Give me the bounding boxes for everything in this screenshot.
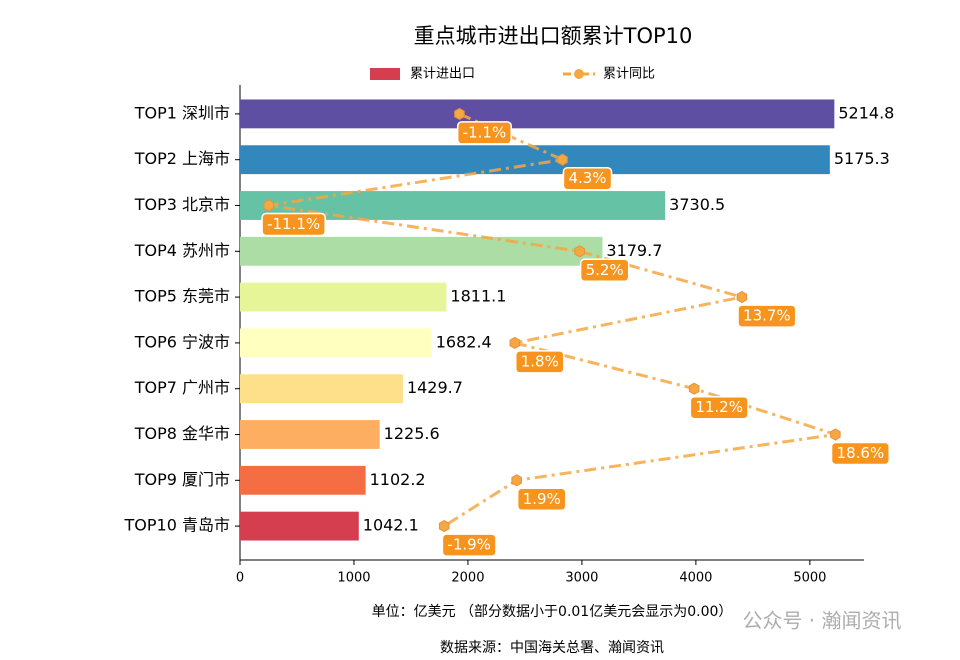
label-box <box>456 121 512 145</box>
line-value-text: -11.1% <box>267 215 320 233</box>
bar <box>240 145 830 175</box>
y-tick-label: TOP4 苏州市 <box>134 241 230 260</box>
label-box <box>514 350 565 374</box>
line-marker <box>557 153 568 166</box>
label-box <box>579 258 630 283</box>
bar <box>240 420 380 449</box>
y-tick-label: TOP10 青岛市 <box>124 516 230 535</box>
bar <box>240 99 835 129</box>
line-marker <box>830 428 841 441</box>
legend-marker <box>574 69 584 79</box>
line-value-label: 13.7% <box>737 304 797 328</box>
y-tick-label: TOP8 金华市 <box>134 424 230 443</box>
source-note: 数据来源：中国海关总署、瀚闻资讯 <box>440 640 664 656</box>
label-box <box>830 441 890 466</box>
legend-label: 累计进出口 <box>410 67 475 82</box>
line-marker <box>509 336 521 349</box>
x-tick-label: 5000 <box>793 571 826 586</box>
bar-value-label: 1682.4 <box>436 332 492 351</box>
bar-value-label: 1102.2 <box>370 470 426 489</box>
line-value-text: 5.2% <box>586 261 624 279</box>
line-value-label: -11.1% <box>261 212 326 237</box>
x-tick-label: 1000 <box>337 571 370 586</box>
line <box>268 112 836 528</box>
bar-value-label: 3179.7 <box>606 241 662 260</box>
line-marker <box>688 382 700 395</box>
y-tick-label: TOP7 广州市 <box>134 378 230 397</box>
bar <box>240 465 366 495</box>
bar <box>240 328 432 358</box>
bar <box>240 511 359 541</box>
line-value-text: 18.6% <box>837 444 885 462</box>
x-tick-label: 0 <box>236 571 244 586</box>
label-box <box>737 304 797 328</box>
bar <box>240 374 403 404</box>
bar-value-label: 1429.7 <box>407 378 463 397</box>
line-marker <box>263 199 274 212</box>
line-marker <box>454 107 465 120</box>
line-value-label: 11.2% <box>689 395 749 420</box>
line-value-label: -1.9% <box>441 533 497 557</box>
bar-value-label: 1042.1 <box>363 516 419 535</box>
line-marker <box>736 291 748 304</box>
label-box <box>261 212 326 237</box>
legend-label: 累计同比 <box>603 67 655 82</box>
legend-swatch <box>370 68 400 80</box>
line-marker <box>511 474 522 487</box>
line-value-label: 1.8% <box>514 350 565 374</box>
y-tick-label: TOP3 北京市 <box>134 195 230 214</box>
bar <box>240 282 447 312</box>
unit-note: 单位：亿美元 （部分数据小于0.01亿美元会显示为0.00） <box>372 604 733 620</box>
y-tick-label: TOP6 宁波市 <box>134 332 230 351</box>
bar <box>240 236 603 266</box>
line-value-text: -1.9% <box>447 536 491 554</box>
line-value-text: -1.1% <box>463 123 507 141</box>
line-marker <box>574 245 585 258</box>
y-tick-label: TOP5 东莞市 <box>134 287 230 306</box>
label-box <box>516 487 567 512</box>
line-value-text: 11.2% <box>695 398 743 416</box>
line-value-label: 18.6% <box>830 441 890 466</box>
line-value-text: 4.3% <box>568 169 606 187</box>
chart-title: 重点城市进出口额累计TOP10 <box>414 24 693 48</box>
line-value-label: 5.2% <box>579 258 630 283</box>
label-box <box>441 533 497 557</box>
label-box <box>562 166 613 191</box>
line-value-text: 1.8% <box>521 352 559 370</box>
bar-value-label: 5175.3 <box>834 149 890 168</box>
x-tick-label: 2000 <box>451 571 484 586</box>
label-box <box>689 395 749 420</box>
x-tick-label: 4000 <box>679 571 712 586</box>
line-value-label: 1.9% <box>516 487 567 512</box>
y-tick-label: TOP1 深圳市 <box>134 103 230 122</box>
line-value-text: 1.9% <box>523 490 561 508</box>
bar-value-label: 5214.8 <box>838 103 894 122</box>
x-tick-label: 3000 <box>565 571 598 586</box>
bar-value-label: 1811.1 <box>450 287 506 306</box>
y-tick-label: TOP9 厦门市 <box>134 470 230 489</box>
line-value-label: 4.3% <box>562 166 613 191</box>
line-value-label: -1.1% <box>456 121 512 145</box>
y-tick-label: TOP2 上海市 <box>134 149 230 168</box>
watermark: 公众号 · 瀚闻资讯 <box>742 609 901 633</box>
bar-value-label: 1225.6 <box>384 424 440 443</box>
line-marker <box>438 520 450 533</box>
line-value-text: 13.7% <box>743 307 791 325</box>
bar-value-label: 3730.5 <box>669 195 725 214</box>
